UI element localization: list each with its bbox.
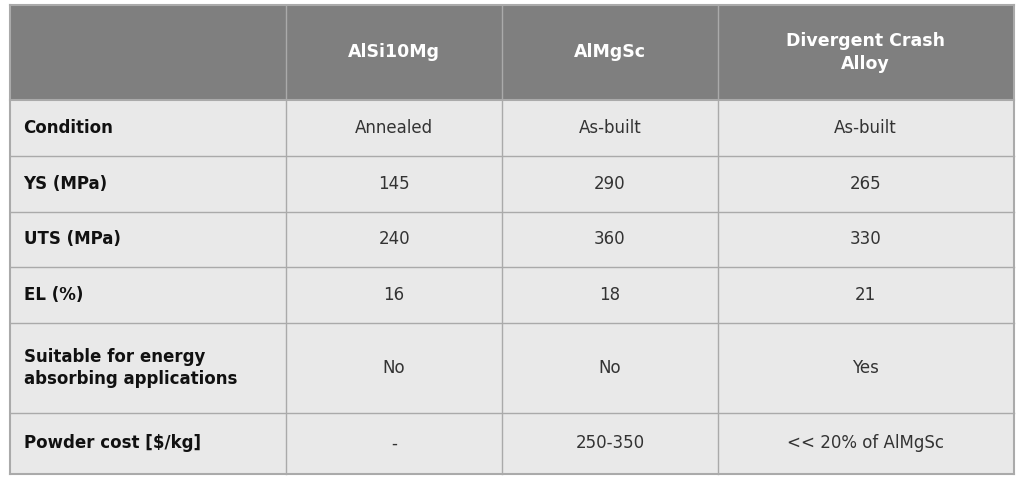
Text: Suitable for energy
absorbing applications: Suitable for energy absorbing applicatio… <box>24 348 237 388</box>
Bar <box>718 267 1014 323</box>
Bar <box>287 156 502 212</box>
Bar <box>10 413 287 474</box>
Text: No: No <box>383 359 406 377</box>
Bar <box>502 212 718 267</box>
Text: AlSi10Mg: AlSi10Mg <box>348 43 440 61</box>
Bar <box>502 267 718 323</box>
Text: 250-350: 250-350 <box>575 434 644 453</box>
Bar <box>502 413 718 474</box>
Bar <box>502 156 718 212</box>
Bar <box>287 5 502 100</box>
Text: -: - <box>391 434 397 453</box>
Bar <box>10 156 287 212</box>
Bar <box>10 323 287 413</box>
Bar <box>502 323 718 413</box>
Text: 21: 21 <box>855 286 877 304</box>
Text: Divergent Crash
Alloy: Divergent Crash Alloy <box>786 32 945 73</box>
Bar <box>502 5 718 100</box>
Bar <box>287 100 502 156</box>
Bar <box>10 267 287 323</box>
Bar <box>287 323 502 413</box>
Bar <box>287 267 502 323</box>
Text: As-built: As-built <box>835 119 897 137</box>
Bar <box>10 5 287 100</box>
Bar <box>287 413 502 474</box>
Text: YS (MPa): YS (MPa) <box>24 175 108 193</box>
Bar <box>287 212 502 267</box>
Text: 265: 265 <box>850 175 882 193</box>
Bar <box>718 156 1014 212</box>
Text: 360: 360 <box>594 230 626 249</box>
Bar <box>10 100 287 156</box>
Text: UTS (MPa): UTS (MPa) <box>24 230 121 249</box>
Text: 330: 330 <box>850 230 882 249</box>
Text: 18: 18 <box>599 286 621 304</box>
Bar <box>502 100 718 156</box>
Text: As-built: As-built <box>579 119 641 137</box>
Text: No: No <box>599 359 622 377</box>
Bar <box>718 5 1014 100</box>
Text: Annealed: Annealed <box>355 119 433 137</box>
Text: 290: 290 <box>594 175 626 193</box>
Text: EL (%): EL (%) <box>24 286 83 304</box>
Bar <box>718 413 1014 474</box>
Bar <box>718 100 1014 156</box>
Text: 16: 16 <box>384 286 404 304</box>
Bar <box>10 212 287 267</box>
Text: Powder cost [$/kg]: Powder cost [$/kg] <box>24 434 201 453</box>
Text: Yes: Yes <box>852 359 880 377</box>
Text: AlMgSc: AlMgSc <box>573 43 646 61</box>
Text: 145: 145 <box>378 175 410 193</box>
Bar <box>718 323 1014 413</box>
Bar <box>718 212 1014 267</box>
Text: << 20% of AlMgSc: << 20% of AlMgSc <box>787 434 944 453</box>
Text: 240: 240 <box>378 230 410 249</box>
Text: Condition: Condition <box>24 119 114 137</box>
